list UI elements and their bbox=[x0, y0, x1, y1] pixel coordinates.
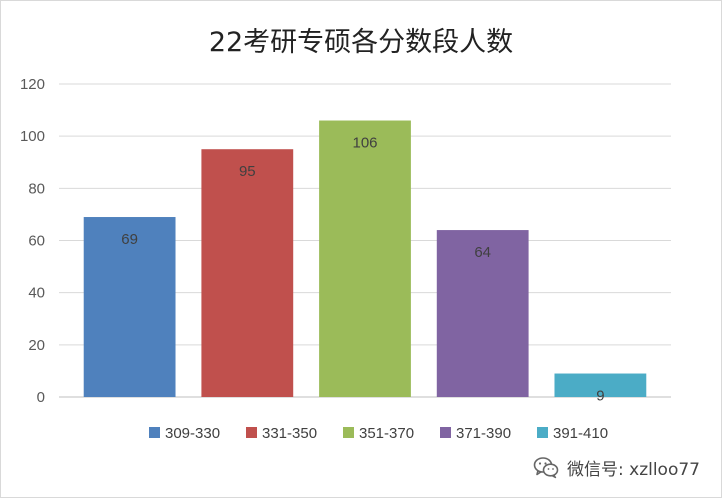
bar-351-370 bbox=[319, 120, 411, 398]
legend-swatch bbox=[343, 427, 354, 438]
y-tick-label: 60 bbox=[28, 233, 45, 250]
bar-331-350 bbox=[201, 149, 294, 397]
watermark-text: 微信号: xzlloo77 bbox=[567, 459, 700, 480]
wechat-icon bbox=[533, 457, 559, 479]
legend: 309-330 331-350 351-370 371-390 391-410 bbox=[149, 425, 608, 442]
y-tick-label: 20 bbox=[28, 337, 45, 354]
data-label: 64 bbox=[474, 244, 491, 261]
data-labels: 69 95 106 64 9 bbox=[121, 135, 604, 405]
data-label: 9 bbox=[596, 388, 604, 405]
bar-309-330 bbox=[83, 217, 176, 397]
y-tick-label: 0 bbox=[37, 389, 45, 406]
data-label: 95 bbox=[239, 163, 256, 180]
legend-item-label: 371-390 bbox=[456, 425, 511, 442]
legend-item-label: 331-350 bbox=[262, 425, 317, 442]
legend-item-label: 351-370 bbox=[359, 425, 414, 442]
data-label: 106 bbox=[352, 135, 377, 152]
y-tick-label: 120 bbox=[20, 76, 45, 93]
legend-swatch bbox=[149, 427, 160, 438]
legend-swatch bbox=[440, 427, 451, 438]
watermark: 微信号: xzlloo77 bbox=[533, 453, 700, 481]
bar-391-410 bbox=[554, 373, 647, 397]
y-tick-label: 40 bbox=[28, 285, 45, 302]
y-tick-label: 80 bbox=[28, 180, 45, 197]
legend-item-label: 391-410 bbox=[553, 425, 608, 442]
legend-swatch bbox=[537, 427, 548, 438]
bars bbox=[83, 120, 647, 398]
legend-item-label: 309-330 bbox=[165, 425, 220, 442]
y-tick-label: 100 bbox=[20, 128, 45, 145]
bar-371-390 bbox=[436, 230, 529, 397]
chart-title: 22考研专硕各分数段人数 bbox=[209, 27, 513, 58]
y-axis-ticks: 0 20 40 60 80 100 120 bbox=[20, 76, 45, 406]
data-label: 69 bbox=[121, 231, 138, 248]
legend-swatch bbox=[246, 427, 257, 438]
